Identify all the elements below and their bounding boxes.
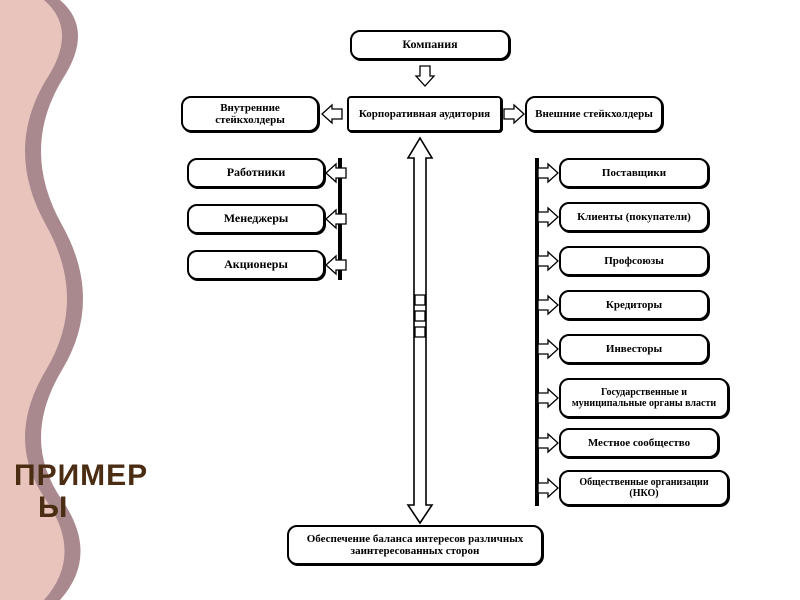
stage: ПРИМЕР Ы Компания Внутренние стейкхолдер…	[0, 0, 800, 600]
node-managers: Менеджеры	[187, 204, 325, 234]
node-balance: Обеспечение баланса интересов различных …	[287, 525, 543, 565]
sidebar-title-line2: Ы	[38, 492, 148, 524]
node-unions: Профсоюзы	[559, 246, 709, 276]
node-internal: Внутренние стейкхолдеры	[181, 96, 319, 132]
node-clients: Клиенты (покупатели)	[559, 202, 709, 232]
node-creditors: Кредиторы	[559, 290, 709, 320]
node-external: Внешние стейкхолдеры	[525, 96, 663, 132]
sidebar-title-line1: ПРИМЕР	[14, 460, 148, 492]
node-ngo: Общественные организации (НКО)	[559, 470, 729, 506]
node-sharehold: Акционеры	[187, 250, 325, 280]
node-suppliers: Поставщики	[559, 158, 709, 188]
node-gov: Государственные и муниципальные органы в…	[559, 378, 729, 418]
node-audience: Корпоративная аудитория	[347, 96, 502, 132]
node-investors: Инвесторы	[559, 334, 709, 364]
node-local: Местное сообщество	[559, 428, 719, 458]
sidebar-title: ПРИМЕР Ы	[14, 460, 148, 523]
node-company: Компания	[350, 30, 510, 60]
node-workers: Работники	[187, 158, 325, 188]
center-double-arrow	[408, 138, 432, 523]
